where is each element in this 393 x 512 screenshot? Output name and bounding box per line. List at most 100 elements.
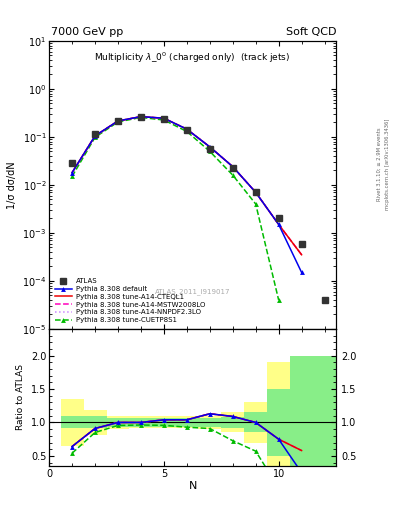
- Pythia 8.308 tune-A14-NNPDF2.3LO: [184, 126, 189, 132]
- Pythia 8.308 tune-A14-CTEQL1: [299, 252, 304, 258]
- ATLAS: [253, 189, 258, 196]
- Pythia 8.308 tune-CUETP8S1: [70, 174, 74, 180]
- ATLAS: [322, 297, 327, 303]
- Pythia 8.308 default: [230, 163, 235, 169]
- Bar: [107, 416, 129, 429]
- Pythia 8.308 tune-A14-CTEQL1: [116, 118, 120, 124]
- X-axis label: N: N: [188, 481, 197, 492]
- Pythia 8.308 default: [208, 144, 212, 150]
- Pythia 8.308 tune-A14-NNPDF2.3LO: [299, 252, 304, 258]
- Pythia 8.308 tune-CUETP8S1: [162, 117, 166, 123]
- Pythia 8.308 default: [253, 189, 258, 196]
- Pythia 8.308 tune-A14-CTEQL1: [253, 189, 258, 196]
- Pythia 8.308 tune-A14-NNPDF2.3LO: [276, 221, 281, 227]
- Bar: [198, 416, 221, 429]
- Pythia 8.308 tune-A14-MSTW2008LO: [208, 144, 212, 150]
- Pythia 8.308 tune-A14-NNPDF2.3LO: [139, 114, 143, 120]
- ATLAS: [93, 131, 97, 137]
- Pythia 8.308 tune-A14-MSTW2008LO: [276, 221, 281, 227]
- Bar: [313, 356, 336, 466]
- Pythia 8.308 tune-A14-CTEQL1: [70, 169, 74, 176]
- Pythia 8.308 tune-A14-NNPDF2.3LO: [253, 189, 258, 196]
- Text: mcplots.cern.ch [arXiv:1306.3436]: mcplots.cern.ch [arXiv:1306.3436]: [385, 118, 389, 209]
- Pythia 8.308 tune-A14-CTEQL1: [276, 221, 281, 227]
- Pythia 8.308 tune-A14-CTEQL1: [208, 144, 212, 150]
- Bar: [290, 356, 313, 466]
- Bar: [244, 413, 267, 433]
- Pythia 8.308 tune-A14-MSTW2008LO: [299, 252, 304, 258]
- ATLAS: [299, 241, 304, 247]
- Bar: [175, 416, 198, 429]
- Bar: [175, 418, 198, 427]
- Pythia 8.308 tune-A14-CTEQL1: [162, 115, 166, 121]
- Pythia 8.308 tune-CUETP8S1: [139, 114, 143, 120]
- Pythia 8.308 tune-A14-MSTW2008LO: [139, 114, 143, 120]
- Bar: [221, 417, 244, 428]
- Pythia 8.308 tune-A14-MSTW2008LO: [253, 189, 258, 196]
- ATLAS: [208, 146, 212, 153]
- Pythia 8.308 tune-CUETP8S1: [276, 297, 281, 303]
- Pythia 8.308 tune-A14-MSTW2008LO: [162, 115, 166, 121]
- Bar: [152, 418, 175, 427]
- Y-axis label: 1/σ dσ/dN: 1/σ dσ/dN: [7, 161, 17, 209]
- ATLAS: [184, 127, 189, 133]
- Text: Soft QCD: Soft QCD: [286, 27, 336, 37]
- Pythia 8.308 tune-A14-CTEQL1: [139, 114, 143, 120]
- Bar: [267, 362, 290, 466]
- Pythia 8.308 tune-CUETP8S1: [230, 172, 235, 178]
- Pythia 8.308 default: [299, 269, 304, 275]
- Line: Pythia 8.308 tune-A14-MSTW2008LO: Pythia 8.308 tune-A14-MSTW2008LO: [72, 117, 301, 255]
- Pythia 8.308 tune-A14-NNPDF2.3LO: [70, 169, 74, 176]
- Bar: [129, 416, 152, 429]
- Bar: [313, 356, 336, 466]
- Bar: [107, 418, 129, 427]
- Bar: [244, 402, 267, 442]
- Pythia 8.308 tune-A14-MSTW2008LO: [116, 118, 120, 124]
- Pythia 8.308 default: [162, 115, 166, 121]
- Pythia 8.308 tune-A14-NNPDF2.3LO: [230, 163, 235, 169]
- Pythia 8.308 tune-A14-CTEQL1: [184, 126, 189, 132]
- Text: Rivet 3.1.10; ≥ 2.9M events: Rivet 3.1.10; ≥ 2.9M events: [377, 127, 382, 201]
- Pythia 8.308 tune-CUETP8S1: [116, 119, 120, 125]
- Pythia 8.308 tune-A14-MSTW2008LO: [93, 133, 97, 139]
- Pythia 8.308 default: [139, 114, 143, 120]
- Pythia 8.308 tune-A14-MSTW2008LO: [184, 126, 189, 132]
- Pythia 8.308 tune-A14-MSTW2008LO: [70, 169, 74, 176]
- ATLAS: [116, 118, 120, 124]
- Y-axis label: Ratio to ATLAS: Ratio to ATLAS: [17, 365, 26, 431]
- ATLAS: [230, 165, 235, 172]
- Pythia 8.308 tune-CUETP8S1: [253, 201, 258, 207]
- Pythia 8.308 tune-CUETP8S1: [93, 134, 97, 140]
- Pythia 8.308 tune-A14-NNPDF2.3LO: [208, 144, 212, 150]
- Line: ATLAS: ATLAS: [69, 114, 328, 303]
- ATLAS: [70, 160, 74, 166]
- ATLAS: [162, 116, 166, 122]
- Line: Pythia 8.308 tune-A14-NNPDF2.3LO: Pythia 8.308 tune-A14-NNPDF2.3LO: [72, 117, 301, 255]
- ATLAS: [276, 216, 281, 222]
- Pythia 8.308 default: [184, 126, 189, 132]
- Pythia 8.308 tune-A14-NNPDF2.3LO: [162, 115, 166, 121]
- Text: 7000 GeV pp: 7000 GeV pp: [51, 27, 123, 37]
- Text: Multiplicity $\lambda\_0^0$ (charged only)  (track jets): Multiplicity $\lambda\_0^0$ (charged onl…: [94, 51, 291, 66]
- Pythia 8.308 default: [276, 221, 281, 227]
- Legend: ATLAS, Pythia 8.308 default, Pythia 8.308 tune-A14-CTEQL1, Pythia 8.308 tune-A14: ATLAS, Pythia 8.308 default, Pythia 8.30…: [53, 276, 207, 325]
- Pythia 8.308 tune-A14-NNPDF2.3LO: [93, 133, 97, 139]
- Text: ATLAS_2011_I919017: ATLAS_2011_I919017: [155, 288, 230, 295]
- Pythia 8.308 tune-A14-CTEQL1: [230, 163, 235, 169]
- Pythia 8.308 tune-CUETP8S1: [184, 129, 189, 135]
- Line: Pythia 8.308 tune-CUETP8S1: Pythia 8.308 tune-CUETP8S1: [70, 115, 281, 303]
- Bar: [198, 418, 221, 427]
- Pythia 8.308 tune-A14-CTEQL1: [93, 133, 97, 139]
- ATLAS: [139, 114, 143, 120]
- Pythia 8.308 tune-CUETP8S1: [208, 148, 212, 155]
- Pythia 8.308 tune-A14-MSTW2008LO: [230, 163, 235, 169]
- Pythia 8.308 default: [116, 118, 120, 124]
- Pythia 8.308 tune-A14-NNPDF2.3LO: [116, 118, 120, 124]
- Bar: [84, 416, 107, 429]
- Line: Pythia 8.308 tune-A14-CTEQL1: Pythia 8.308 tune-A14-CTEQL1: [72, 117, 301, 255]
- Line: Pythia 8.308 default: Pythia 8.308 default: [70, 114, 304, 275]
- Bar: [61, 399, 84, 446]
- Bar: [290, 356, 313, 466]
- Bar: [267, 389, 290, 456]
- Pythia 8.308 default: [93, 133, 97, 139]
